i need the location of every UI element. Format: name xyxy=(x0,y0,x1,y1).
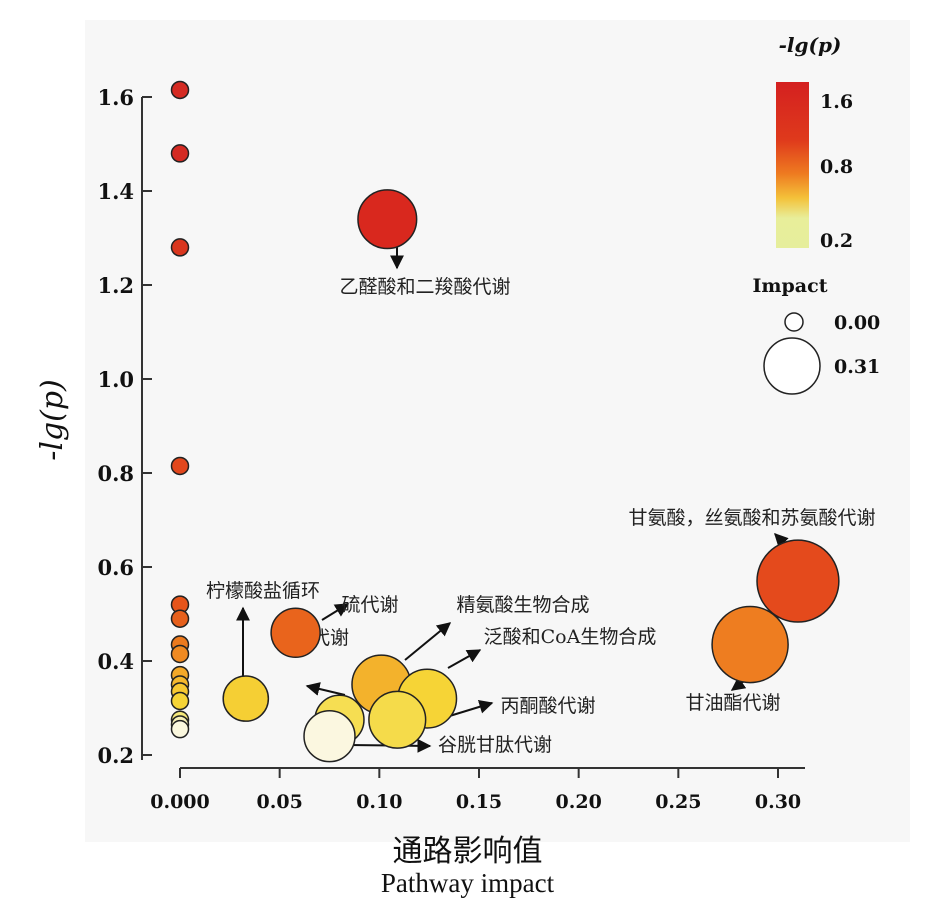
x-tick-label: 0.30 xyxy=(755,791,801,813)
x-tick-label: 0.05 xyxy=(257,791,303,813)
annotation-label: 乙醛酸和二羧酸代谢 xyxy=(339,276,510,298)
data-point xyxy=(270,607,321,659)
annotation-label: 甘氨酸，丝氨酸和苏氨酸代谢 xyxy=(628,507,875,529)
annotation-label: 硫代谢 xyxy=(341,594,398,616)
annotation-label: 谷胱甘肽代谢 xyxy=(438,734,552,756)
size-legend-circle xyxy=(763,337,821,395)
data-point xyxy=(303,709,356,763)
x-tick-label: 0.25 xyxy=(655,791,701,813)
size-legend-label: 0.31 xyxy=(834,356,880,378)
annotation-arrow xyxy=(305,682,346,696)
x-tick-label: 0.10 xyxy=(356,791,402,813)
color-legend-label: 1.6 xyxy=(820,91,853,113)
annotation-arrow xyxy=(321,603,350,621)
annotation-label: 柠檬酸盐循环 xyxy=(206,580,320,602)
x-tick-label: 0.20 xyxy=(556,791,602,813)
color-legend-label: 0.8 xyxy=(820,156,853,178)
data-point xyxy=(368,690,427,749)
y-tick-label: 1.0 xyxy=(97,367,134,392)
color-legend-bar xyxy=(776,82,809,248)
data-point xyxy=(170,80,190,100)
annotation-arrow xyxy=(447,649,482,669)
annotation-arrow xyxy=(404,622,452,661)
y-tick-label: 1.2 xyxy=(97,273,134,298)
size-legend-label: 0.00 xyxy=(834,312,880,334)
size-legend-title: Impact xyxy=(753,275,828,297)
data-point xyxy=(170,719,190,739)
y-tick-label: 0.4 xyxy=(97,649,134,674)
y-tick-label: 1.4 xyxy=(97,179,134,204)
y-axis-label: -lg(p) xyxy=(35,379,70,461)
annotation-label: 丙酮酸代谢 xyxy=(500,695,595,717)
data-point xyxy=(711,605,789,684)
x-axis-label-cn: 通路影响值 xyxy=(392,834,543,869)
size-legend-circle xyxy=(784,312,804,332)
data-point xyxy=(170,644,190,664)
data-point xyxy=(170,609,190,628)
data-point xyxy=(170,456,190,476)
color-legend-title: -lg(p) xyxy=(779,33,842,57)
data-point xyxy=(357,189,418,250)
x-axis-label-en: Pathway impact xyxy=(380,868,555,898)
annotation-label: 泛酸和CoA生物合成 xyxy=(484,626,657,648)
x-tick-label: 0.000 xyxy=(150,791,210,813)
y-tick-label: 0.8 xyxy=(97,461,134,486)
data-point xyxy=(170,238,190,257)
y-tick-label: 1.6 xyxy=(97,85,134,110)
data-point xyxy=(170,144,190,163)
y-tick-label: 0.6 xyxy=(97,555,134,580)
annotation-label: 精氨酸生物合成 xyxy=(456,594,589,616)
x-tick-label: 0.15 xyxy=(456,791,502,813)
data-point xyxy=(170,691,190,711)
annotation-label: 甘油酯代谢 xyxy=(685,692,780,714)
data-point xyxy=(222,675,270,722)
data-point xyxy=(756,539,840,623)
y-tick-label: 0.2 xyxy=(97,743,134,768)
color-legend-label: 0.2 xyxy=(820,230,853,252)
plot-panel xyxy=(85,20,910,842)
